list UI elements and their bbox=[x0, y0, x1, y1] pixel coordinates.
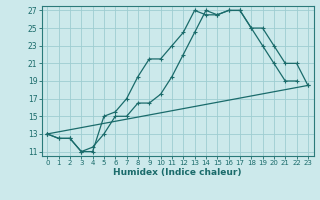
X-axis label: Humidex (Indice chaleur): Humidex (Indice chaleur) bbox=[113, 168, 242, 177]
